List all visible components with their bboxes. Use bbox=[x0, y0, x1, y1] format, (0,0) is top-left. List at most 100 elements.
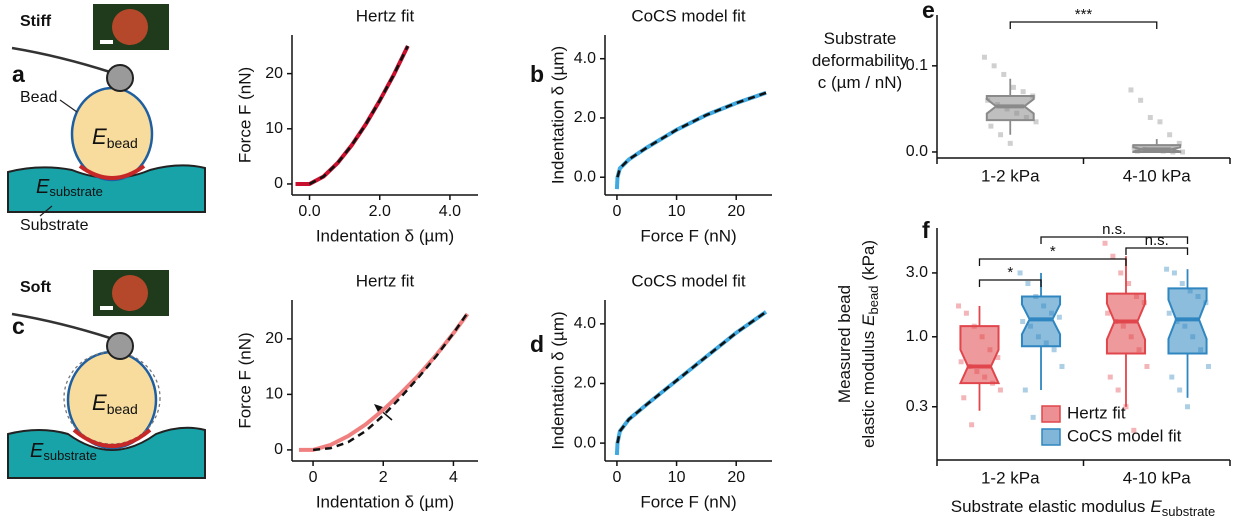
data-point bbox=[995, 355, 1001, 361]
box bbox=[1105, 292, 1147, 355]
fit-line bbox=[308, 45, 409, 186]
label-unit: (kPa) bbox=[859, 240, 878, 281]
probe-bead bbox=[106, 64, 134, 92]
schematic-soft: Soft Ebead Esubstrate bbox=[7, 270, 206, 479]
label-symbol: E bbox=[1150, 497, 1162, 516]
data-point bbox=[991, 63, 997, 69]
y-axis-label-line: deformability bbox=[812, 51, 909, 70]
data-point bbox=[1020, 319, 1026, 325]
x-tick-label: 0 bbox=[612, 469, 621, 486]
schematic-stiff: Stiff Bead Ebead Esubstrate Substrate bbox=[7, 4, 206, 234]
data-point bbox=[1185, 404, 1191, 410]
data-line bbox=[614, 90, 767, 190]
data-point bbox=[1169, 374, 1175, 380]
bead-label: Bead bbox=[20, 89, 57, 106]
data-point bbox=[1056, 314, 1062, 320]
y-tick-label: 10 bbox=[265, 120, 283, 137]
y-tick-label: 10 bbox=[265, 386, 283, 403]
data-point bbox=[1110, 253, 1116, 259]
fit-line bbox=[616, 310, 767, 444]
data-point bbox=[1205, 363, 1211, 369]
contact-zone bbox=[78, 164, 146, 180]
legend-label: CoCS model fit bbox=[1067, 426, 1182, 445]
data-point bbox=[1033, 119, 1039, 125]
data-line bbox=[299, 312, 470, 452]
significance-label: n.s. bbox=[1102, 221, 1126, 238]
x-tick-label: 2.0 bbox=[369, 203, 391, 220]
y-tick-label: 0 bbox=[274, 441, 283, 458]
x-axis-label: Force F (nN) bbox=[640, 492, 736, 511]
x-tick-label: 20 bbox=[727, 469, 745, 486]
data-point bbox=[1020, 89, 1026, 95]
cantilever bbox=[11, 312, 111, 340]
data-point bbox=[1007, 140, 1013, 146]
x-tick-label: 4 bbox=[449, 469, 458, 486]
data-point bbox=[1177, 387, 1183, 393]
significance-label: * bbox=[1050, 243, 1056, 260]
y-tick-label: 3.0 bbox=[906, 264, 928, 281]
label-subscript: substrate bbox=[1162, 504, 1215, 519]
box bbox=[1020, 295, 1062, 348]
legend-label: Hertz fit bbox=[1067, 403, 1126, 422]
y-tick-label: 20 bbox=[265, 65, 283, 82]
label-symbol: E bbox=[859, 314, 878, 326]
x-tick-label: 4.0 bbox=[439, 203, 461, 220]
data-point bbox=[1164, 266, 1170, 272]
data-point bbox=[1030, 414, 1036, 420]
significance-bracket bbox=[1125, 247, 1189, 255]
significance-bracket bbox=[978, 279, 1042, 287]
y-axis-label: Substrate deformability c (µm / nN) bbox=[812, 29, 909, 92]
data-point bbox=[956, 303, 962, 309]
data-point bbox=[997, 387, 1003, 393]
y-axis-label: Indentation δ (µm) bbox=[548, 46, 567, 184]
x-tick-label: 10 bbox=[668, 203, 686, 220]
significance-label: n.s. bbox=[1145, 232, 1169, 249]
data-point bbox=[1171, 270, 1177, 276]
data-point bbox=[969, 422, 975, 428]
data-point bbox=[1017, 270, 1023, 276]
contact-zone bbox=[72, 428, 152, 448]
data-point bbox=[1115, 387, 1121, 393]
data-point bbox=[1131, 427, 1137, 433]
box bbox=[958, 325, 1001, 385]
data-line bbox=[614, 310, 768, 456]
data-point bbox=[1059, 363, 1065, 369]
substrate-modulus: Esubstrate bbox=[30, 440, 97, 463]
bead-modulus: Ebead bbox=[92, 390, 138, 417]
x-tick-label: 1-2 kPa bbox=[981, 468, 1040, 487]
data-point bbox=[1138, 97, 1144, 103]
x-axis-label: Substrate elastic modulus Esubstrate bbox=[951, 497, 1215, 519]
y-axis-label-line: Substrate bbox=[824, 29, 897, 48]
significance-label: *** bbox=[1075, 6, 1093, 23]
arrow-head bbox=[374, 404, 383, 412]
data-point bbox=[1147, 115, 1153, 121]
label-text: Measured bead bbox=[835, 285, 854, 403]
y-axis-label: Force F (nN) bbox=[235, 67, 254, 163]
data-point bbox=[1025, 281, 1031, 287]
data-point bbox=[1102, 240, 1108, 246]
panel-label: a bbox=[12, 61, 25, 87]
y-tick-label: 2.0 bbox=[574, 375, 596, 392]
pointer bbox=[39, 205, 53, 217]
y-tick-label: 2.0 bbox=[574, 109, 596, 126]
x-axis-label: Indentation δ (µm) bbox=[316, 226, 454, 245]
significance-bracket bbox=[1009, 21, 1158, 29]
data-point bbox=[1179, 281, 1185, 287]
x-tick-label: 0 bbox=[309, 469, 318, 486]
panel-label: e bbox=[922, 0, 935, 23]
data-point bbox=[1128, 87, 1134, 93]
data-point bbox=[963, 310, 969, 316]
chart-title: Hertz fit bbox=[356, 6, 415, 25]
substrate-label: Substrate bbox=[20, 217, 89, 234]
x-tick-label: 1-2 kPa bbox=[981, 166, 1040, 185]
state-label: Soft bbox=[20, 279, 52, 296]
x-tick-label: 0 bbox=[612, 203, 621, 220]
data-point bbox=[958, 359, 964, 365]
y-axis-label: Indentation δ (µm) bbox=[548, 311, 567, 449]
panel-label: c bbox=[12, 313, 25, 339]
y-tick-label: 4.0 bbox=[574, 315, 596, 332]
significance-label: * bbox=[1007, 264, 1013, 281]
probe-bead bbox=[106, 332, 134, 360]
y-axis-label: Force F (nN) bbox=[235, 332, 254, 428]
